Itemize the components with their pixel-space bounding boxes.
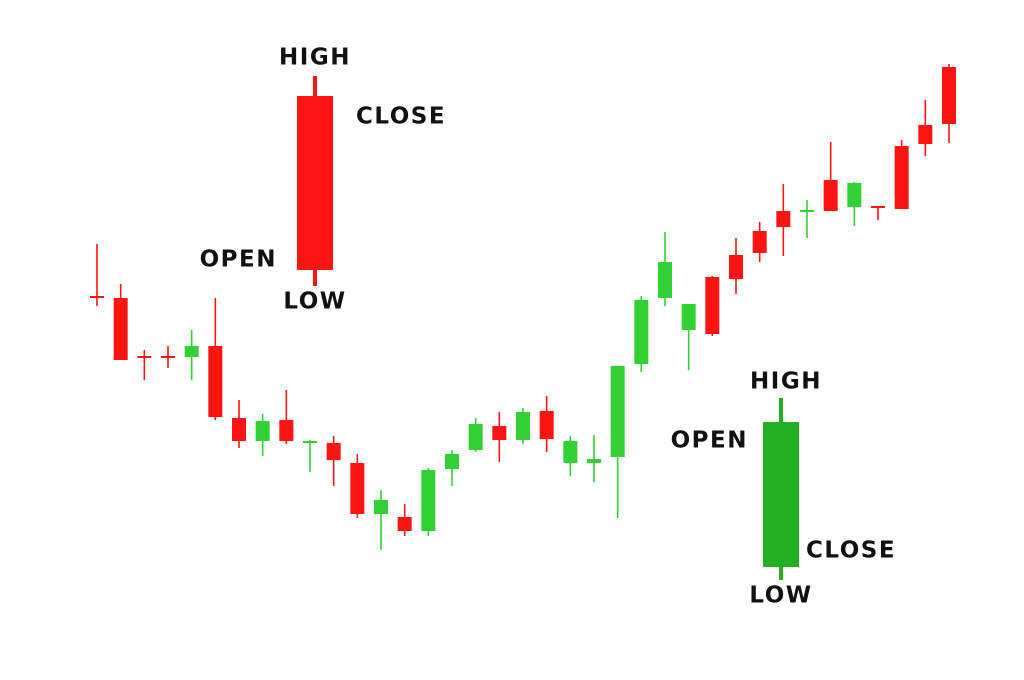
example-label: OPEN <box>200 247 277 273</box>
candle-body <box>113 298 128 360</box>
candle-body <box>776 211 791 227</box>
example-label: LOW <box>749 583 812 609</box>
candle-body <box>445 454 459 469</box>
candle-body <box>894 146 909 209</box>
candle-body <box>587 459 601 463</box>
candle-body <box>492 426 507 440</box>
example-label: CLOSE <box>806 538 896 564</box>
candle-body <box>847 183 862 207</box>
candle-body <box>729 255 743 279</box>
candle-body <box>610 366 625 457</box>
candle-body <box>918 125 933 144</box>
candle-body <box>705 277 720 334</box>
candle-body <box>184 346 199 357</box>
candle-body <box>516 412 530 440</box>
candle-body <box>397 517 412 531</box>
candle-body <box>279 420 294 441</box>
candle-body <box>374 500 388 514</box>
candle-body <box>255 421 270 441</box>
candle-body <box>752 231 767 253</box>
example-label: HIGH <box>279 45 351 71</box>
candle-body <box>350 463 365 514</box>
candle-body <box>681 304 696 330</box>
candle-body <box>208 346 223 417</box>
candle-body <box>634 300 649 364</box>
candle-body <box>90 296 104 298</box>
candle-body <box>823 180 838 211</box>
example-label: OPEN <box>671 428 748 454</box>
candle-body <box>326 443 341 460</box>
candle-body <box>800 210 814 212</box>
example-body <box>763 422 799 567</box>
candle-body <box>232 418 246 441</box>
candle-body <box>161 356 175 358</box>
candle-body <box>942 67 956 124</box>
candle-body <box>871 206 885 208</box>
candle-body <box>658 262 672 298</box>
example-label: HIGH <box>750 369 822 395</box>
candle-body <box>421 470 436 531</box>
candle-body <box>563 441 578 463</box>
candle-body <box>137 356 152 358</box>
example-body <box>297 96 333 270</box>
example-label: CLOSE <box>356 104 446 130</box>
example-label: LOW <box>283 289 346 315</box>
candle-body <box>539 411 554 439</box>
candle-body <box>468 424 483 450</box>
candle-body <box>303 441 317 443</box>
